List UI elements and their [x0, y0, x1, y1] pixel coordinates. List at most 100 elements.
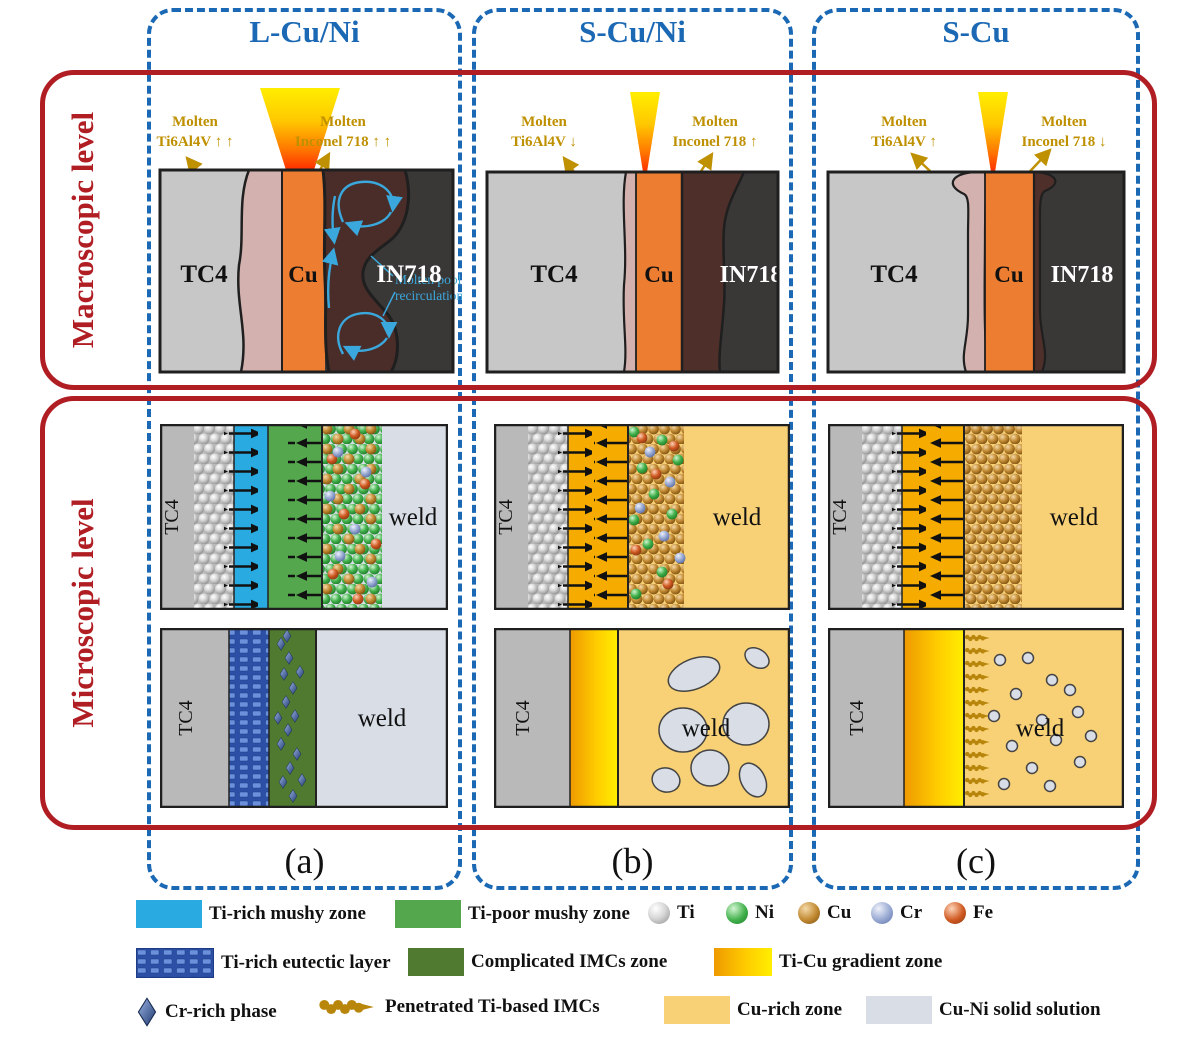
pool-note-pointer: [370, 255, 394, 277]
weld-label: weld: [358, 705, 407, 732]
penetrated-ti-imcs-icon: [319, 999, 374, 1015]
cu-interlayer-region: [282, 170, 325, 372]
cu-interlayer-region: [636, 172, 682, 372]
caption-a: (a): [284, 841, 325, 881]
atom-cluster: [964, 426, 1022, 608]
tc4-label: TC4: [870, 261, 918, 288]
legend-item: Ti-Cu gradient zone: [714, 948, 942, 976]
cu-ni-solid-solution-particles: [987, 651, 1098, 793]
diffusion-arrows-right: [558, 426, 592, 608]
complicated-imcs-swatch: [408, 948, 464, 976]
macro-scene-s-cuni: Molten Ti6Al4V ↓ Molten Inconel 718 ↑ TC…: [485, 92, 783, 374]
macro-panel: TC4 Cu IN718: [485, 170, 783, 374]
column-title-s-cuni: S-Cu/Ni: [579, 14, 686, 49]
legend-item: Ti: [648, 902, 695, 924]
tc4-label: TC4: [175, 700, 197, 736]
laser-beam-icon: [978, 92, 1008, 172]
cu-interlayer-region: [985, 172, 1034, 372]
diffusion-arrows-right: [224, 426, 258, 608]
atom-cluster: [321, 424, 382, 608]
cu-label: Cu: [644, 262, 674, 287]
atom-cluster: [628, 426, 686, 608]
ti-rich-eutectic-swatch: [136, 948, 214, 978]
mushy-pink-region: [623, 172, 636, 372]
micro-top-panel-l-cuni: TC4 weld: [160, 424, 448, 610]
cu-label: Cu: [288, 262, 318, 287]
cu-ni-solution-swatch: [866, 996, 932, 1024]
legend-item: Ti-rich eutectic layer: [136, 948, 391, 978]
ti-cu-gradient-swatch: [714, 948, 772, 976]
diffusion-arrows-left: [594, 426, 628, 608]
tc4-label: TC4: [512, 700, 534, 736]
tc4-label: TC4: [161, 499, 183, 535]
svg-text:recirculation: recirculation: [395, 288, 462, 303]
in718-region: [1034, 172, 1124, 372]
micro-bottom-panel-s-cu: TC4 weld: [828, 628, 1124, 808]
in718-label: IN718: [720, 262, 783, 288]
molten-inconel-note: Molten: [320, 114, 366, 130]
ni-atom-icon: [726, 902, 748, 924]
column-title-l-cuni: L-Cu/Ni: [249, 14, 360, 49]
macro-panel: TC4 Cu IN718: [826, 170, 1126, 374]
ti-rich-mushy-swatch: [136, 900, 202, 928]
micro-top-panel-s-cuni: TC4 weld: [494, 424, 790, 610]
ti-cu-gradient-zone: [570, 628, 618, 808]
ti-atom-icon: [648, 902, 670, 924]
in718-label: IN718: [376, 261, 441, 288]
legend-item: Ni: [726, 902, 774, 924]
cr-rich-phase-icon: [137, 997, 157, 1027]
tc4-region: [828, 172, 972, 372]
fe-atom-icon: [944, 902, 966, 924]
molten-inconel-note: Molten: [1041, 114, 1087, 130]
diffusion-arrows-left: [930, 426, 964, 608]
micro-bottom-panel-s-cuni: TC4 weld: [494, 628, 790, 808]
weld-label: weld: [713, 504, 762, 531]
diffusion-arrows-right: [892, 426, 926, 608]
legend-item: Penetrated Ti-based IMCs: [316, 996, 600, 1018]
tc4-label: TC4: [846, 700, 868, 736]
ti-cu-gradient-zone: [904, 628, 964, 808]
svg-text:Inconel 718 ↑: Inconel 718 ↑: [672, 134, 757, 150]
weld-label: weld: [1016, 715, 1065, 742]
macroscopic-frame: [40, 70, 1157, 390]
macroscopic-level-label: Macroscopic level: [65, 111, 100, 349]
legend-item: Cu: [798, 902, 851, 924]
micro-bottom-panel-l-cuni: TC4 weld: [160, 628, 448, 808]
molten-zone-region: [680, 170, 746, 374]
column-title-s-cu: S-Cu: [942, 14, 1010, 49]
weld-label: weld: [1050, 504, 1099, 531]
tc4-zone: [494, 628, 570, 808]
micro-top-panel-s-cu: TC4 weld: [828, 424, 1124, 610]
recirculation-arrows: [321, 180, 403, 361]
molten-ti6al4v-note: Molten: [172, 114, 218, 130]
diffusion-arrows-left: [288, 426, 322, 608]
microscopic-level-label: Microscopic level: [65, 498, 100, 728]
tc4-label: TC4: [495, 499, 517, 535]
legend-item: Fe: [944, 902, 993, 924]
cu-rich-zone-swatch: [664, 996, 730, 1024]
macro-scene-s-cu: Molten Ti6Al4V ↑ Molten Inconel 718 ↓ TC…: [826, 92, 1126, 374]
cu-atom-icon: [798, 902, 820, 924]
tc4-zone: [160, 628, 229, 808]
legend-item: Ti-poor mushy zone: [395, 900, 630, 928]
ti-poor-mushy-swatch: [395, 900, 461, 928]
svg-text:Ti6Al4V ↑ ↑: Ti6Al4V ↑ ↑: [157, 134, 234, 150]
legend-item: Cr: [871, 902, 922, 924]
in718-label: IN718: [1051, 262, 1114, 288]
molten-ti6al4v-note: Molten: [521, 114, 567, 130]
molten-inconel-note: Molten: [692, 114, 738, 130]
cr-atom-icon: [871, 902, 893, 924]
weld-zone: [316, 628, 448, 808]
tc4-zone: [828, 628, 904, 808]
caption-c: (c): [956, 841, 996, 881]
pool-note: Molten pool: [395, 272, 462, 287]
macro-panel: Molten pool recirculation TC4 Cu IN718: [158, 168, 462, 374]
weld-label: weld: [389, 504, 438, 531]
caption-b: (b): [611, 841, 654, 881]
legend-item: Cu-rich zone: [664, 996, 842, 1024]
tc4-label: TC4: [180, 261, 228, 288]
mushy-pink-region: [238, 170, 282, 372]
svg-text:Ti6Al4V ↑: Ti6Al4V ↑: [871, 134, 937, 150]
svg-text:Ti6Al4V ↓: Ti6Al4V ↓: [511, 134, 577, 150]
